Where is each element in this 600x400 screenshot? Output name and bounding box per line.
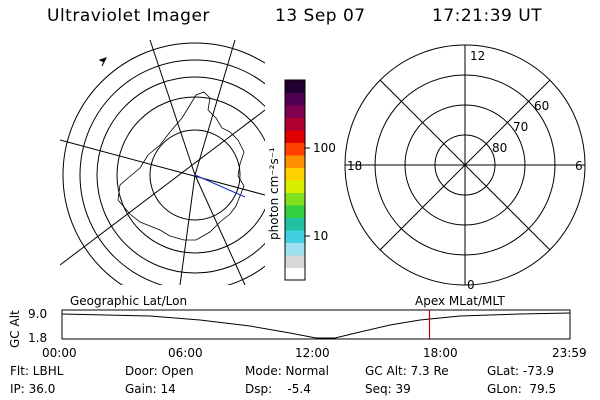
meridian-line bbox=[60, 139, 265, 196]
geographic-lat-lon-label: Geographic Lat/Lon bbox=[70, 294, 187, 308]
glat-info: GLat: -73.9 bbox=[487, 364, 554, 378]
geographic-map bbox=[60, 40, 265, 285]
colorbar-frame bbox=[284, 79, 306, 281]
colorbar-cell bbox=[285, 117, 305, 131]
colorbar-cell bbox=[285, 105, 305, 118]
timeline-tick-label: 06:00 bbox=[168, 346, 203, 360]
colorbar-cell bbox=[285, 155, 305, 168]
meridian-line bbox=[149, 40, 196, 176]
mode-info: Mode: Normal bbox=[245, 364, 329, 378]
colorbar-cell bbox=[285, 80, 305, 93]
lat-label-80: 80 bbox=[492, 141, 507, 155]
mlt-label-18: 18 bbox=[347, 159, 362, 173]
colorbar-cell bbox=[285, 255, 305, 268]
magnetic-pole-line bbox=[194, 174, 246, 198]
timeline-tick-label: 00:00 bbox=[42, 346, 77, 360]
meridian-line bbox=[194, 40, 236, 176]
colorbar-cell bbox=[285, 180, 305, 193]
door-info: Door: Open bbox=[125, 364, 194, 378]
colorbar-cell bbox=[285, 242, 305, 256]
colorbar-cell bbox=[285, 192, 305, 206]
colorbar-cell bbox=[285, 267, 305, 281]
timeline-tick-label: 23:59 bbox=[552, 346, 587, 360]
altitude-curve bbox=[61, 312, 571, 339]
ip-info: IP: 36.0 bbox=[10, 382, 56, 396]
orbit-timeline: GC Alt 9.0 1.8 Geographic Lat/Lon Apex M… bbox=[8, 294, 587, 360]
timeline-axis-label: GC Alt bbox=[8, 310, 22, 348]
mlt-label-0: 0 bbox=[467, 278, 475, 292]
colorbar-tick-label-100: 100 bbox=[313, 141, 336, 155]
arc-marker bbox=[98, 57, 107, 67]
timeline-frame bbox=[61, 309, 571, 340]
polar-mlt-plot bbox=[344, 44, 586, 286]
timeline-y-max: 9.0 bbox=[28, 307, 47, 321]
colorbar: 100 10 photon cm⁻²s⁻¹ bbox=[267, 79, 336, 281]
mlt-label-6: 6 bbox=[575, 159, 583, 173]
apex-mlat-mlt-label: Apex MLat/MLT bbox=[415, 294, 505, 308]
meridian-line bbox=[194, 174, 246, 285]
observation-time: 17:21:39 UT bbox=[432, 6, 543, 26]
meridian-line bbox=[60, 109, 265, 266]
lat-circle-5 bbox=[62, 42, 265, 285]
colorbar-cell bbox=[285, 217, 305, 231]
glon-info: GLon: 79.5 bbox=[487, 382, 557, 396]
lat-circle-4 bbox=[79, 59, 265, 285]
timeline-tick-label: 18:00 bbox=[423, 346, 458, 360]
dsp-info: Dsp: -5.4 bbox=[245, 382, 311, 396]
meridian-line bbox=[179, 174, 196, 285]
instrument-title: Ultraviolet Imager bbox=[47, 6, 210, 26]
colorbar-cell bbox=[285, 167, 305, 181]
polar-diagonal-line bbox=[379, 79, 551, 251]
colorbar-cell bbox=[285, 92, 305, 106]
antarctica-coastline bbox=[117, 91, 245, 241]
colorbar-tick-label-10: 10 bbox=[313, 229, 328, 243]
mlt-label-12: 12 bbox=[470, 49, 485, 63]
timeline-tick-label: 12:00 bbox=[295, 346, 330, 360]
observation-date: 13 Sep 07 bbox=[275, 6, 366, 26]
gain-info: Gain: 14 bbox=[125, 382, 176, 396]
seq-info: Seq: 39 bbox=[365, 382, 411, 396]
lat-circle-inner bbox=[149, 129, 241, 221]
gc-alt-info: GC Alt: 7.3 Re bbox=[365, 364, 449, 378]
colorbar-unit-label: photon cm⁻²s⁻¹ bbox=[267, 147, 281, 240]
filter-info: Flt: LBHL bbox=[10, 364, 64, 378]
colorbar-cell bbox=[285, 130, 305, 143]
lat-circle-3 bbox=[96, 76, 265, 274]
colorbar-cell bbox=[285, 230, 305, 243]
lat-label-60: 60 bbox=[534, 99, 549, 113]
lat-label-70: 70 bbox=[513, 120, 528, 134]
colorbar-cell bbox=[285, 142, 305, 156]
colorbar-cell bbox=[285, 205, 305, 218]
timeline-y-min: 1.8 bbox=[28, 331, 47, 345]
